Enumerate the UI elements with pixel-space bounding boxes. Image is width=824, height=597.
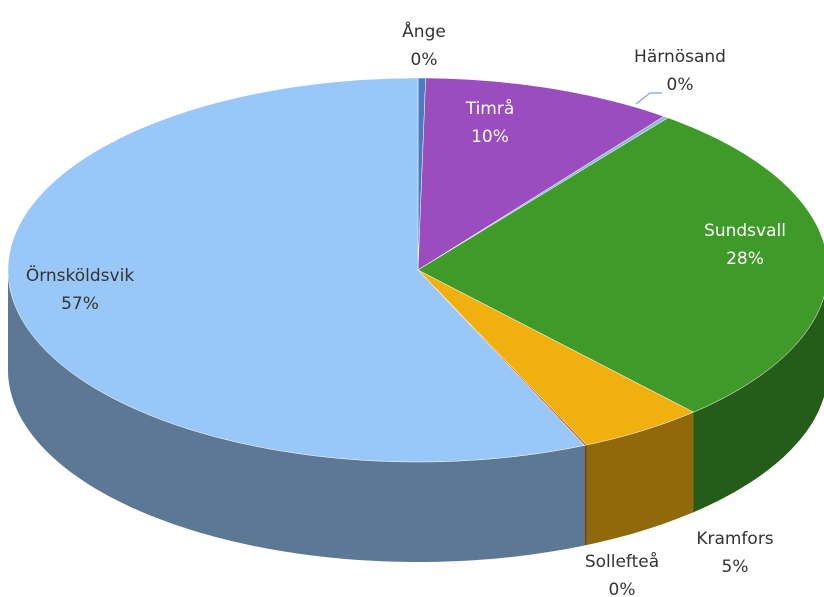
data-label-value: 0% [667,75,694,95]
data-label-value: 0% [609,580,636,597]
data-label-value: 57% [61,294,99,314]
slice [417,117,824,413]
data-label-value: 0% [411,50,438,70]
data-label-value: 10% [471,127,509,147]
data-label-name: Kramfors [696,529,773,549]
slice-side [586,412,694,545]
data-label-name: Örnsköldsvik [26,264,134,286]
data-label-name: Härnösand [634,47,726,67]
slice-side [8,270,585,562]
slice [417,269,695,446]
slice-side [693,296,824,513]
data-label-name: Ånge [402,20,446,42]
data-label-name: Sundsvall [704,221,786,241]
slice-side [584,444,587,546]
data-label-name: Sollefteå [585,551,659,572]
slice [417,77,665,271]
slice [7,77,586,463]
data-label-value: 5% [722,557,749,577]
data-label-name: Timrå [465,98,515,119]
data-label-value: 28% [726,249,764,269]
leader-line [635,92,662,105]
